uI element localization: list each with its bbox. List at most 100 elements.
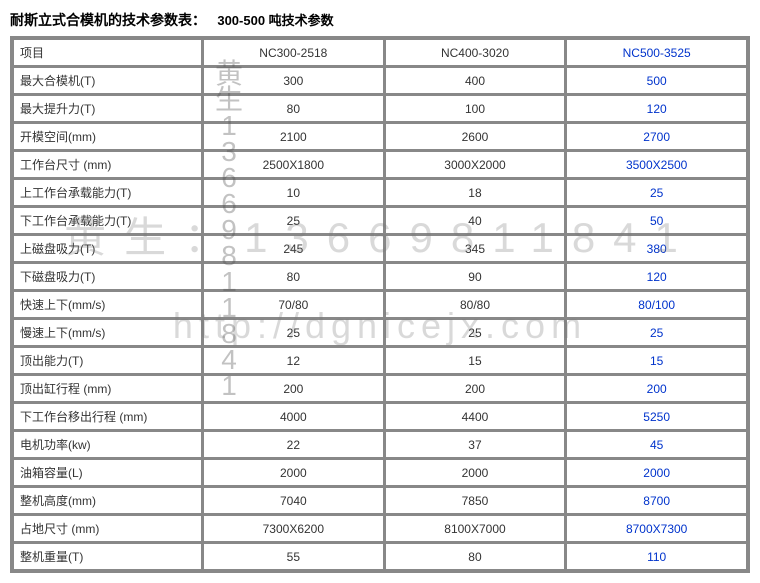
table-row: 最大合模机(T)300400500 [13,67,747,94]
row-label: 整机重量(T) [13,543,202,570]
cell-c3: 500 [566,67,747,94]
cell-c2: 2000 [385,459,566,486]
table-row: 占地尺寸 (mm)7300X62008100X70008700X7300 [13,515,747,542]
cell-c3: 2700 [566,123,747,150]
row-label: 上磁盘吸力(T) [13,235,202,262]
row-label: 顶出能力(T) [13,347,202,374]
row-label: 油箱容量(L) [13,459,202,486]
cell-c3: 3500X2500 [566,151,747,178]
cell-c2: 8100X7000 [385,515,566,542]
cell-c2: 25 [385,319,566,346]
cell-c2: 3000X2000 [385,151,566,178]
table-row: 油箱容量(L)200020002000 [13,459,747,486]
cell-c3: 120 [566,95,747,122]
cell-c3: 200 [566,375,747,402]
cell-c1: 55 [203,543,384,570]
cell-c3: 45 [566,431,747,458]
cell-c3: 25 [566,319,747,346]
cell-c1: 25 [203,207,384,234]
cell-c2: 200 [385,375,566,402]
cell-c1: 7040 [203,487,384,514]
cell-c3: 2000 [566,459,747,486]
cell-c1: 80 [203,95,384,122]
table-row: 上磁盘吸力(T)245345380 [13,235,747,262]
row-label: 下工作台移出行程 (mm) [13,403,202,430]
table-row: 慢速上下(mm/s)252525 [13,319,747,346]
cell-c2: 90 [385,263,566,290]
cell-c2: 400 [385,67,566,94]
table-row: 电机功率(kw)223745 [13,431,747,458]
table-row: 整机重量(T)5580110 [13,543,747,570]
title-main: 耐斯立式合模机的技术参数表： [10,12,206,28]
cell-c1: 70/80 [203,291,384,318]
spec-table: 项目 NC300-2518 NC400-3020 NC500-3525 最大合模… [10,36,750,573]
cell-c3: 5250 [566,403,747,430]
row-label: 电机功率(kw) [13,431,202,458]
cell-c2: 80/80 [385,291,566,318]
title-row: 耐斯立式合模机的技术参数表： 300-500 吨技术参数 [10,10,750,30]
cell-c1: 12 [203,347,384,374]
cell-c1: 245 [203,235,384,262]
table-row: 下工作台移出行程 (mm)400044005250 [13,403,747,430]
cell-c3: 8700 [566,487,747,514]
cell-c1: 200 [203,375,384,402]
cell-c1: 4000 [203,403,384,430]
table-header-row: 项目 NC300-2518 NC400-3020 NC500-3525 [13,39,747,66]
cell-c2: 100 [385,95,566,122]
row-label: 快速上下(mm/s) [13,291,202,318]
cell-c2: 15 [385,347,566,374]
row-label: 上工作台承载能力(T) [13,179,202,206]
table-row: 工作台尺寸 (mm)2500X18003000X20003500X2500 [13,151,747,178]
table-body: 最大合模机(T)300400500最大提升力(T)80100120开模空间(mm… [13,67,747,570]
row-label: 最大合模机(T) [13,67,202,94]
row-label: 整机高度(mm) [13,487,202,514]
cell-c3: 110 [566,543,747,570]
title-sub: 300-500 吨技术参数 [217,13,333,28]
row-label: 慢速上下(mm/s) [13,319,202,346]
row-label: 工作台尺寸 (mm) [13,151,202,178]
header-c3: NC500-3525 [566,39,747,66]
table-row: 整机高度(mm)704078508700 [13,487,747,514]
row-label: 顶出缸行程 (mm) [13,375,202,402]
cell-c1: 10 [203,179,384,206]
table-row: 最大提升力(T)80100120 [13,95,747,122]
table-row: 下工作台承载能力(T)254050 [13,207,747,234]
row-label: 下磁盘吸力(T) [13,263,202,290]
cell-c1: 25 [203,319,384,346]
header-c2: NC400-3020 [385,39,566,66]
cell-c2: 7850 [385,487,566,514]
cell-c2: 37 [385,431,566,458]
cell-c2: 40 [385,207,566,234]
table-row: 上工作台承载能力(T)101825 [13,179,747,206]
table-row: 开模空间(mm)210026002700 [13,123,747,150]
cell-c3: 8700X7300 [566,515,747,542]
cell-c3: 380 [566,235,747,262]
cell-c2: 2600 [385,123,566,150]
cell-c1: 300 [203,67,384,94]
table-row: 下磁盘吸力(T)8090120 [13,263,747,290]
cell-c3: 25 [566,179,747,206]
row-label: 下工作台承载能力(T) [13,207,202,234]
cell-c3: 15 [566,347,747,374]
cell-c2: 80 [385,543,566,570]
cell-c3: 50 [566,207,747,234]
cell-c1: 80 [203,263,384,290]
row-label: 开模空间(mm) [13,123,202,150]
cell-c2: 345 [385,235,566,262]
cell-c2: 4400 [385,403,566,430]
row-label: 占地尺寸 (mm) [13,515,202,542]
cell-c2: 18 [385,179,566,206]
row-label: 最大提升力(T) [13,95,202,122]
cell-c1: 2100 [203,123,384,150]
table-row: 顶出缸行程 (mm)200200200 [13,375,747,402]
cell-c1: 2500X1800 [203,151,384,178]
header-c1: NC300-2518 [203,39,384,66]
header-label: 项目 [13,39,202,66]
cell-c1: 2000 [203,459,384,486]
cell-c1: 22 [203,431,384,458]
cell-c3: 120 [566,263,747,290]
cell-c3: 80/100 [566,291,747,318]
table-row: 快速上下(mm/s)70/8080/8080/100 [13,291,747,318]
cell-c1: 7300X6200 [203,515,384,542]
table-row: 顶出能力(T)121515 [13,347,747,374]
